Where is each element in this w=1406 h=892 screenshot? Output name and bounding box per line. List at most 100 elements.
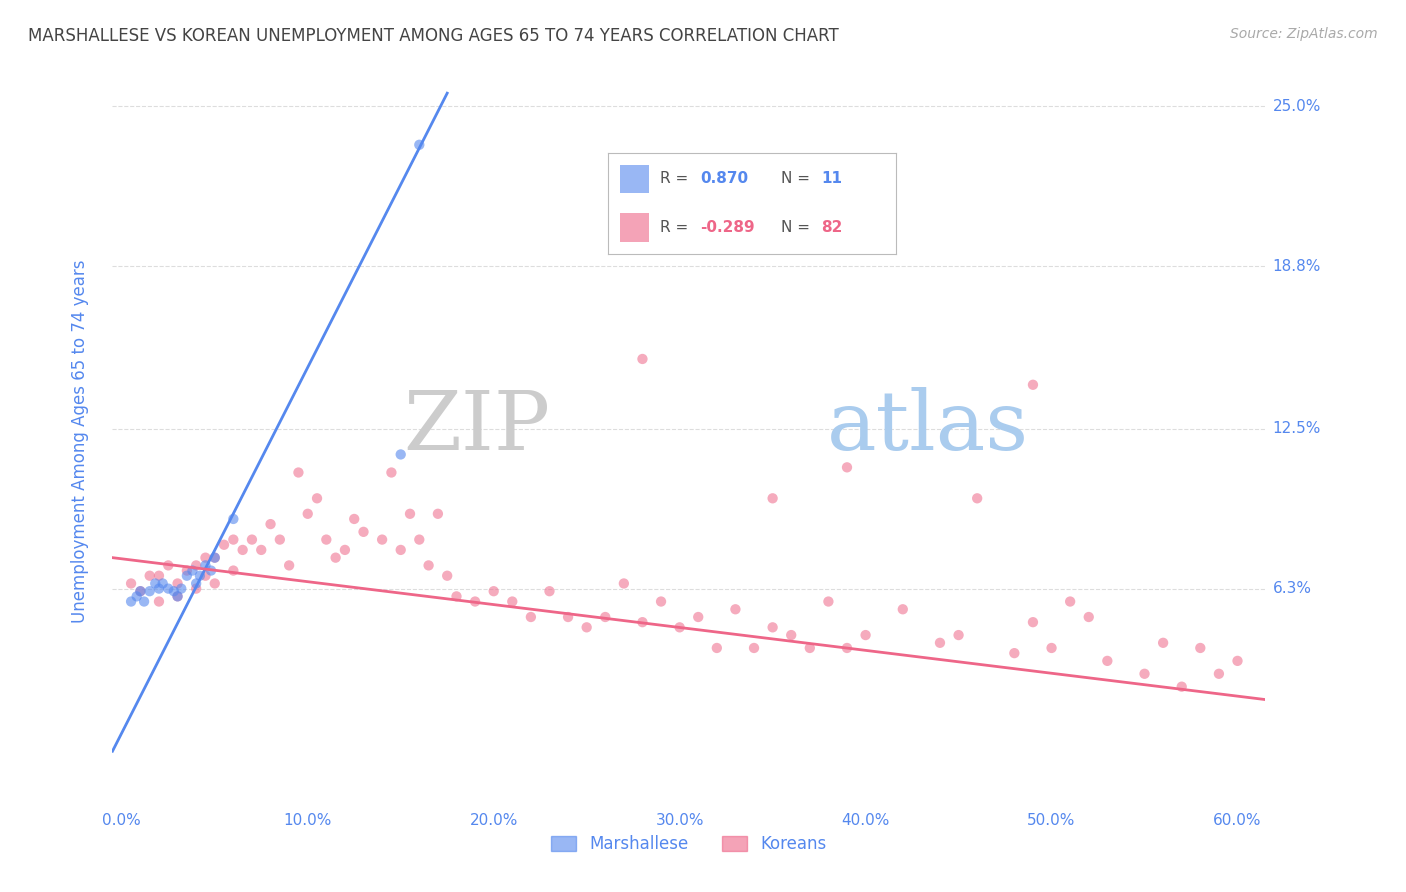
Point bbox=[706, 640, 728, 655]
Point bbox=[204, 550, 226, 565]
Point bbox=[188, 568, 211, 582]
Point bbox=[613, 576, 636, 591]
Point bbox=[287, 466, 309, 480]
Point bbox=[501, 594, 523, 608]
Point bbox=[631, 351, 654, 366]
Point bbox=[194, 568, 217, 582]
Point bbox=[200, 564, 222, 578]
Point bbox=[891, 602, 914, 616]
Point bbox=[371, 533, 394, 547]
Text: 12.5%: 12.5% bbox=[1272, 421, 1320, 436]
Point bbox=[212, 538, 235, 552]
Point bbox=[148, 582, 170, 596]
Point bbox=[1022, 377, 1045, 392]
Point bbox=[835, 460, 858, 475]
Point bbox=[305, 491, 328, 506]
Point bbox=[315, 533, 337, 547]
Point bbox=[408, 137, 430, 152]
Point bbox=[278, 558, 301, 573]
Point bbox=[222, 564, 245, 578]
Point bbox=[724, 602, 747, 616]
Point bbox=[1040, 640, 1063, 655]
Point bbox=[148, 568, 170, 582]
Point bbox=[176, 564, 198, 578]
Point bbox=[966, 491, 988, 506]
Point bbox=[1189, 640, 1212, 655]
Point bbox=[152, 576, 174, 591]
Point bbox=[1059, 594, 1081, 608]
Text: MARSHALLESE VS KOREAN UNEMPLOYMENT AMONG AGES 65 TO 74 YEARS CORRELATION CHART: MARSHALLESE VS KOREAN UNEMPLOYMENT AMONG… bbox=[28, 27, 839, 45]
Point bbox=[120, 594, 142, 608]
Point bbox=[780, 628, 803, 642]
Point bbox=[835, 640, 858, 655]
Point bbox=[166, 590, 188, 604]
Y-axis label: Unemployment Among Ages 65 to 74 years: Unemployment Among Ages 65 to 74 years bbox=[70, 260, 89, 624]
Point bbox=[163, 584, 186, 599]
Point bbox=[143, 576, 166, 591]
Point bbox=[929, 636, 952, 650]
Point bbox=[426, 507, 449, 521]
Point bbox=[1226, 654, 1249, 668]
Point bbox=[668, 620, 690, 634]
Point bbox=[948, 628, 970, 642]
Point bbox=[436, 568, 458, 582]
Point bbox=[148, 594, 170, 608]
Text: ZIP: ZIP bbox=[404, 387, 551, 467]
Point bbox=[186, 558, 208, 573]
Point bbox=[297, 507, 319, 521]
Point bbox=[232, 542, 254, 557]
Point bbox=[343, 512, 366, 526]
Point bbox=[389, 542, 412, 557]
Point bbox=[250, 542, 273, 557]
Point bbox=[353, 524, 375, 539]
Point bbox=[157, 582, 180, 596]
Point bbox=[446, 590, 468, 604]
Point bbox=[464, 594, 486, 608]
Point bbox=[194, 550, 217, 565]
Point bbox=[742, 640, 765, 655]
Point bbox=[389, 447, 412, 461]
Point bbox=[575, 620, 598, 634]
Point bbox=[204, 550, 226, 565]
Point bbox=[1002, 646, 1025, 660]
Point bbox=[1097, 654, 1119, 668]
Point bbox=[1208, 666, 1230, 681]
Point bbox=[333, 542, 356, 557]
Point bbox=[1152, 636, 1174, 650]
Point bbox=[125, 590, 148, 604]
Point bbox=[222, 512, 245, 526]
Point bbox=[762, 620, 785, 634]
Point bbox=[817, 594, 839, 608]
Point bbox=[186, 582, 208, 596]
Point bbox=[688, 610, 710, 624]
Point bbox=[120, 576, 142, 591]
Point bbox=[399, 507, 422, 521]
Point bbox=[181, 564, 204, 578]
Point bbox=[132, 594, 155, 608]
Point bbox=[482, 584, 505, 599]
Point bbox=[557, 610, 579, 624]
Text: 18.8%: 18.8% bbox=[1272, 259, 1320, 274]
Legend: Marshallese, Koreans: Marshallese, Koreans bbox=[544, 828, 834, 860]
Point bbox=[176, 568, 198, 582]
Point bbox=[194, 558, 217, 573]
Point bbox=[593, 610, 616, 624]
Point bbox=[799, 640, 821, 655]
Point bbox=[222, 533, 245, 547]
Point bbox=[138, 584, 160, 599]
Point bbox=[762, 491, 785, 506]
Point bbox=[380, 466, 402, 480]
Point bbox=[259, 517, 281, 532]
Point bbox=[204, 576, 226, 591]
Point bbox=[325, 550, 347, 565]
Point bbox=[129, 584, 152, 599]
Point bbox=[418, 558, 440, 573]
Text: Source: ZipAtlas.com: Source: ZipAtlas.com bbox=[1230, 27, 1378, 41]
Point bbox=[1077, 610, 1099, 624]
Text: atlas: atlas bbox=[827, 387, 1029, 467]
Point bbox=[170, 582, 193, 596]
Point bbox=[1133, 666, 1156, 681]
Point bbox=[166, 590, 188, 604]
Point bbox=[408, 533, 430, 547]
Point bbox=[138, 568, 160, 582]
